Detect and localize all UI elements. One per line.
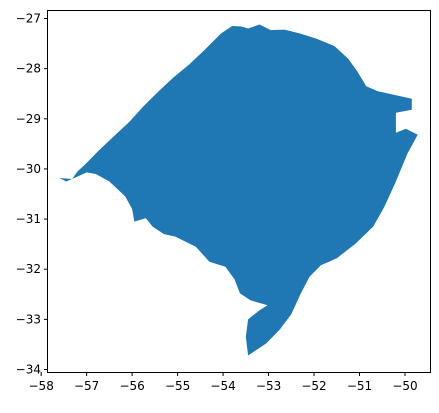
x-tick-label: −56	[119, 379, 144, 393]
x-tick-label: −54	[210, 379, 235, 393]
x-axis: −58 −57 −56 −55 −54 −53 −52 −51 −50	[29, 372, 418, 393]
y-tick-label: −28	[16, 62, 41, 76]
x-tick-label: −51	[347, 379, 372, 393]
x-tick-label: −58	[29, 379, 54, 393]
x-tick-label: −52	[301, 379, 326, 393]
y-tick-label: −31	[16, 212, 41, 226]
y-tick-label: −32	[16, 262, 41, 276]
x-tick-label: −50	[392, 379, 417, 393]
y-tick-label: −33	[16, 312, 41, 326]
x-tick-label: −57	[74, 379, 99, 393]
y-tick-label: −29	[16, 112, 41, 126]
x-tick-label: −55	[165, 379, 190, 393]
y-tick-label: −34	[16, 362, 41, 376]
y-tick-label: −30	[16, 162, 41, 176]
y-tick-label: −27	[16, 12, 41, 26]
x-tick-label: −53	[256, 379, 281, 393]
